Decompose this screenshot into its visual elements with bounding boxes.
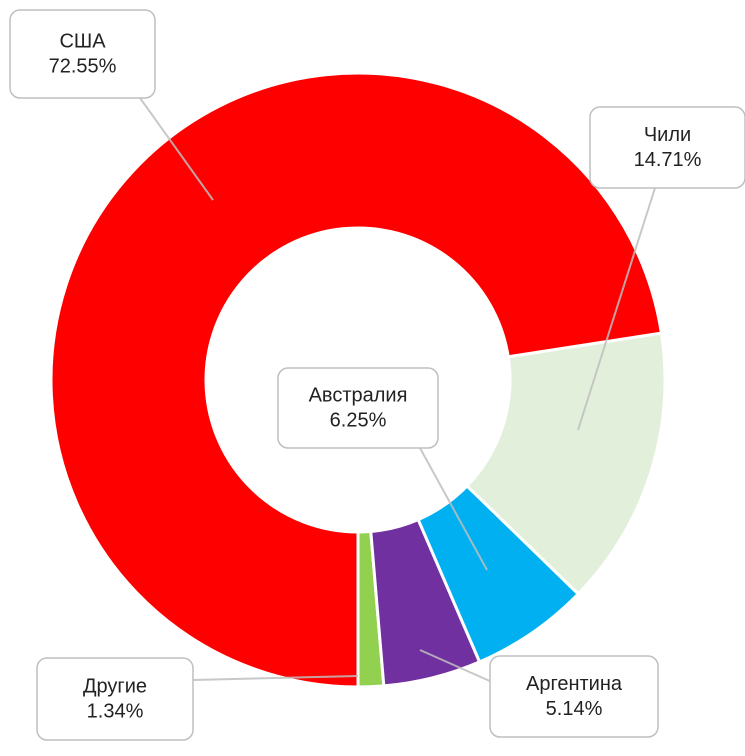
callout-box <box>589 106 745 189</box>
donut-segment <box>464 331 667 597</box>
callout-box <box>489 655 659 738</box>
value-label: 5.14% <box>546 698 603 720</box>
category-label: Аргентина <box>526 673 623 695</box>
leader-line <box>419 447 488 571</box>
callout-box <box>9 9 156 99</box>
leader-line <box>192 675 359 681</box>
leader-line <box>577 187 656 431</box>
category-label: Другие <box>83 675 147 697</box>
value-label: 72.55% <box>49 55 117 77</box>
value-label: 14.71% <box>634 149 702 171</box>
category-label: Чили <box>644 124 691 146</box>
value-label: 1.34% <box>87 700 144 722</box>
leader-line <box>139 97 214 201</box>
category-label: США <box>59 30 106 52</box>
donut-segment <box>49 71 664 689</box>
category-label: Австралия <box>309 384 408 406</box>
callout-box <box>36 657 194 741</box>
value-label: 6.25% <box>330 409 387 431</box>
callout-box <box>277 367 439 449</box>
